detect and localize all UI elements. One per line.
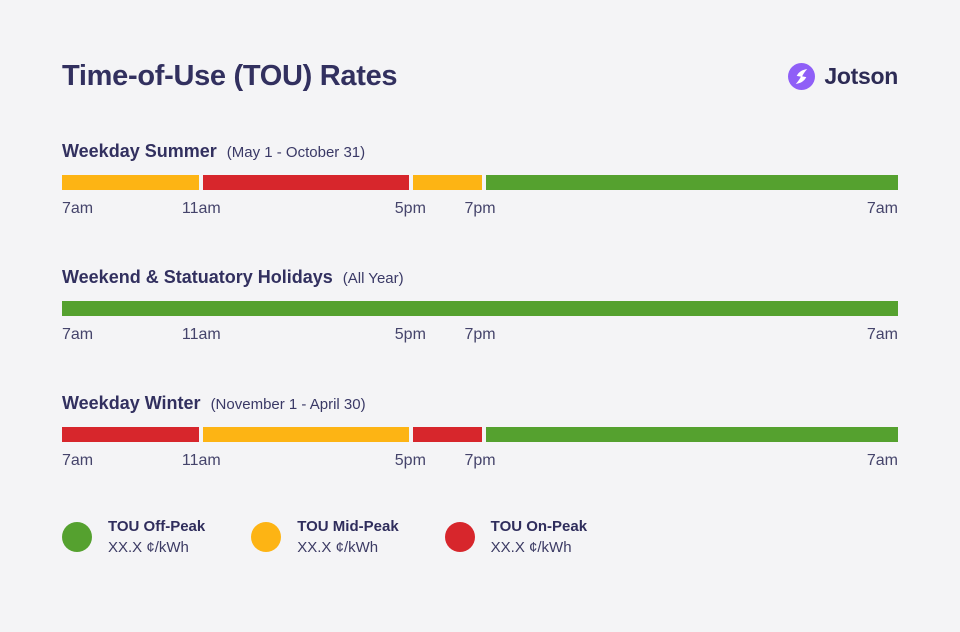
legend-text: TOU On-Peak XX.X ¢/kWh xyxy=(491,518,587,556)
legend-value: XX.X ¢/kWh xyxy=(108,539,189,556)
section-heading: Weekday Summer (May 1 - October 31) xyxy=(62,141,898,162)
legend-label: TOU On-Peak xyxy=(490,518,588,535)
mid-peak-swatch xyxy=(251,522,282,552)
legend-text: TOU Off-Peak XX.X ¢/kWh xyxy=(108,518,205,556)
brand-logo: Jotson xyxy=(788,63,898,90)
time-axis: 7am 11am 5pm 7pm 7am xyxy=(62,326,898,345)
segment-on-peak xyxy=(413,427,482,442)
tick-label: 11am xyxy=(181,326,221,343)
tick-label: 7am xyxy=(62,326,94,343)
time-axis: 7am 11am 5pm 7pm 7am xyxy=(62,452,898,471)
tick-label: 7am xyxy=(62,452,94,469)
section-title: Weekday Summer xyxy=(62,141,217,161)
time-axis: 7am 11am 5pm 7pm 7am xyxy=(62,200,898,219)
section-title: Weekend & Statuatory Holidays xyxy=(62,267,333,287)
tick-label: 5pm xyxy=(394,452,426,469)
tou-timeline-bar xyxy=(62,301,898,316)
off-peak-swatch xyxy=(62,522,92,552)
tick-label: 7pm xyxy=(464,452,496,469)
rate-section-weekday-winter: Weekday Winter (November 1 - April 30) 7am… xyxy=(62,393,898,471)
legend-value: XX.X ¢/kWh xyxy=(490,539,572,556)
segment-mid-peak xyxy=(62,175,200,190)
tick-label: 7pm xyxy=(464,326,496,343)
legend-item-off-peak: TOU Off-Peak XX.X ¢/kWh xyxy=(62,518,205,556)
tou-timeline-bar xyxy=(62,427,898,442)
tick-label: 7am xyxy=(866,200,898,217)
legend: TOU Off-Peak XX.X ¢/kWh TOU Mid-Peak XX.… xyxy=(62,518,898,556)
segment-mid-peak xyxy=(413,175,482,190)
section-subtitle: (All Year) xyxy=(342,270,404,287)
section-subtitle: (November 1 - April 30) xyxy=(210,396,366,413)
segment-on-peak xyxy=(62,427,200,442)
on-peak-swatch xyxy=(444,522,475,552)
brand-name: Jotson xyxy=(824,63,898,89)
tou-timeline-bar xyxy=(62,175,898,190)
section-heading: Weekday Winter (November 1 - April 30) xyxy=(62,393,898,414)
tick-label: 5pm xyxy=(394,200,426,217)
header: Time-of-Use (TOU) Rates Jotson xyxy=(62,0,898,93)
tick-label: 11am xyxy=(181,452,221,469)
legend-label: TOU Mid-Peak xyxy=(297,518,399,535)
segment-off-peak xyxy=(486,175,898,190)
tick-label: 5pm xyxy=(394,326,426,343)
segment-mid-peak xyxy=(203,427,410,442)
section-heading: Weekend & Statuatory Holidays (All Year) xyxy=(62,267,898,288)
legend-label: TOU Off-Peak xyxy=(108,518,206,535)
legend-value: XX.X ¢/kWh xyxy=(297,539,379,556)
segment-on-peak xyxy=(203,175,410,190)
section-title: Weekday Winter xyxy=(62,393,201,413)
jotson-spark-icon xyxy=(788,63,816,90)
segment-off-peak xyxy=(62,301,898,316)
legend-text: TOU Mid-Peak XX.X ¢/kWh xyxy=(297,518,398,556)
rate-sections: Weekday Summer (May 1 - October 31) 7am 11a… xyxy=(62,141,898,471)
tick-label: 7am xyxy=(866,452,898,469)
section-subtitle: (May 1 - October 31) xyxy=(226,144,366,161)
tick-label: 7am xyxy=(866,326,898,343)
page-title: Time-of-Use (TOU) Rates xyxy=(62,60,398,92)
segment-off-peak xyxy=(486,427,898,442)
rate-section-weekday-summer: Weekday Summer (May 1 - October 31) 7am 11a… xyxy=(62,141,898,219)
legend-item-mid-peak: TOU Mid-Peak XX.X ¢/kWh xyxy=(251,518,399,556)
rate-section-weekend-statuatory-holidays: Weekend & Statuatory Holidays (All Year) 7… xyxy=(62,267,898,345)
legend-item-on-peak: TOU On-Peak XX.X ¢/kWh xyxy=(444,518,587,556)
tick-label: 11am xyxy=(181,200,221,217)
tick-label: 7pm xyxy=(464,200,496,217)
tick-label: 7am xyxy=(62,200,94,217)
